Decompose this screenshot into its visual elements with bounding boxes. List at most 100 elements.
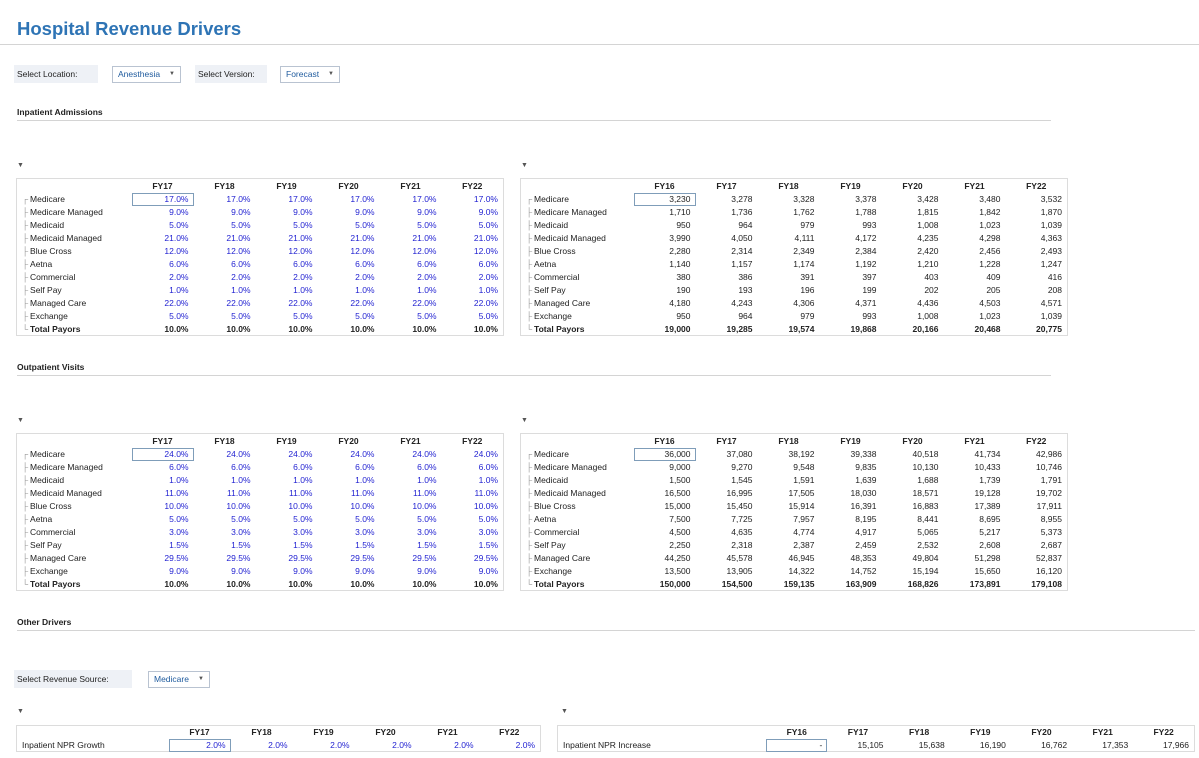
value-cell[interactable]: 5.0% (169, 220, 189, 230)
value-cell[interactable]: 5.0% (169, 311, 189, 321)
value-cell[interactable]: 12.0% (288, 246, 313, 256)
value-cell[interactable]: 21.0% (350, 233, 375, 243)
value-cell[interactable]: 10.0% (164, 501, 189, 511)
value-cell[interactable]: 1.0% (417, 285, 437, 295)
value-cell[interactable]: 5.0% (169, 514, 189, 524)
value-cell[interactable]: 5.0% (293, 514, 313, 524)
value-cell[interactable]: 9.0% (293, 566, 313, 576)
value-cell[interactable]: 17.0% (226, 194, 251, 204)
value-cell[interactable]: 6.0% (417, 259, 437, 269)
value-cell[interactable]: 1.0% (478, 475, 498, 485)
value-cell[interactable]: 10.0% (226, 501, 251, 511)
value-cell[interactable]: 11.0% (351, 488, 375, 498)
value-cell[interactable]: 22.0% (288, 298, 313, 308)
value-cell[interactable]: 1.5% (293, 540, 313, 550)
value-cell[interactable]: 22.0% (412, 298, 437, 308)
value-cell[interactable]: 10.0% (350, 501, 375, 511)
value-cell[interactable]: 17.0% (473, 194, 498, 204)
value-cell[interactable]: 2.0% (454, 739, 474, 750)
value-cell[interactable]: 24.0% (350, 449, 375, 459)
value-cell[interactable]: 1.0% (478, 285, 498, 295)
value-cell[interactable]: 5.0% (478, 514, 498, 524)
value-cell[interactable]: 2.0% (417, 272, 437, 282)
value-cell[interactable]: 1.5% (417, 540, 437, 550)
value-cell[interactable]: 11.0% (289, 488, 313, 498)
value-cell[interactable]: 1.0% (417, 475, 437, 485)
value-cell[interactable]: 24.0% (131, 447, 194, 461)
value-cell[interactable]: 1.0% (293, 285, 313, 295)
value-cell[interactable]: 1.0% (169, 475, 189, 485)
value-cell[interactable]: 1.5% (169, 540, 189, 550)
value-cell[interactable]: 12.0% (164, 246, 189, 256)
collapse-icon[interactable]: ▼ (17, 417, 24, 424)
value-cell[interactable]: 6.0% (293, 259, 313, 269)
value-cell[interactable]: 24.0% (473, 449, 498, 459)
value-cell[interactable]: 24.0% (288, 449, 313, 459)
value-cell[interactable]: 9.0% (355, 207, 375, 217)
value-cell[interactable]: 11.0% (165, 488, 189, 498)
value-cell[interactable]: 6.0% (293, 462, 313, 472)
value-cell[interactable]: 1.0% (293, 475, 313, 485)
value-cell[interactable]: 1.0% (355, 475, 375, 485)
value-cell[interactable]: 5.0% (417, 514, 437, 524)
value-cell[interactable]: 3.0% (231, 527, 251, 537)
value-cell[interactable]: 3.0% (169, 527, 189, 537)
location-dropdown[interactable]: Anesthesia ▼ (112, 66, 181, 83)
value-cell[interactable]: 29.5% (350, 553, 375, 563)
value-cell[interactable]: 6.0% (169, 259, 189, 269)
value-cell[interactable]: 29.5% (164, 553, 189, 563)
value-cell[interactable]: 17.0% (350, 194, 375, 204)
value-cell[interactable]: 6.0% (478, 259, 498, 269)
value-cell[interactable]: 22.0% (473, 298, 498, 308)
value-cell[interactable]: 1.5% (355, 540, 375, 550)
value-cell[interactable]: 2.0% (231, 272, 251, 282)
value-cell[interactable]: 9.0% (478, 566, 498, 576)
value-cell[interactable]: 29.5% (473, 553, 498, 563)
value-cell[interactable]: 9.0% (231, 566, 251, 576)
value-cell[interactable]: 29.5% (288, 553, 313, 563)
value-cell[interactable]: 2.0% (330, 739, 350, 750)
value-cell[interactable]: 1.0% (355, 285, 375, 295)
value-cell[interactable]: 9.0% (169, 207, 189, 217)
revenue-source-dropdown[interactable]: Medicare ▼ (148, 671, 210, 688)
value-cell[interactable]: 5.0% (417, 311, 437, 321)
value-cell[interactable]: 9.0% (169, 566, 189, 576)
value-cell[interactable]: 21.0% (473, 233, 498, 243)
value-cell[interactable]: 2.0% (169, 272, 189, 282)
value-cell[interactable]: 11.0% (227, 488, 251, 498)
value-cell[interactable]: 9.0% (478, 207, 498, 217)
collapse-icon[interactable]: ▼ (17, 162, 24, 169)
value-cell[interactable]: 3.0% (355, 527, 375, 537)
value-cell[interactable]: 5.0% (355, 311, 375, 321)
value-cell[interactable]: 6.0% (355, 259, 375, 269)
value-cell[interactable]: 11.0% (413, 488, 437, 498)
value-cell[interactable]: 9.0% (417, 207, 437, 217)
value-cell[interactable]: 5.0% (293, 311, 313, 321)
value-cell[interactable]: 5.0% (355, 220, 375, 230)
collapse-icon[interactable]: ▼ (521, 417, 528, 424)
value-cell[interactable]: 12.0% (412, 246, 437, 256)
value-cell[interactable]: 5.0% (231, 220, 251, 230)
value-cell[interactable]: 9.0% (231, 207, 251, 217)
value-cell[interactable]: 3.0% (478, 527, 498, 537)
value-cell[interactable]: 9.0% (417, 566, 437, 576)
value-cell[interactable]: 1.5% (478, 540, 498, 550)
value-cell[interactable]: 5.0% (478, 311, 498, 321)
value-cell[interactable]: 6.0% (231, 462, 251, 472)
collapse-icon[interactable]: ▼ (17, 708, 24, 715)
value-cell[interactable]: 1.0% (231, 285, 251, 295)
value-cell[interactable]: 29.5% (226, 553, 251, 563)
version-dropdown[interactable]: Forecast ▼ (280, 66, 340, 83)
value-cell[interactable]: 5.0% (231, 514, 251, 524)
value-cell[interactable]: 22.0% (164, 298, 189, 308)
value-cell[interactable]: 5.0% (231, 311, 251, 321)
value-cell[interactable]: 10.0% (288, 501, 313, 511)
value-cell[interactable]: 5.0% (355, 514, 375, 524)
value-cell[interactable]: 5.0% (417, 220, 437, 230)
value-cell[interactable]: 5.0% (478, 220, 498, 230)
value-cell[interactable]: 1.0% (169, 285, 189, 295)
value-cell[interactable]: 10.0% (412, 501, 437, 511)
value-cell[interactable]: 29.5% (412, 553, 437, 563)
value-cell[interactable]: 12.0% (350, 246, 375, 256)
value-cell[interactable]: 9.0% (355, 566, 375, 576)
